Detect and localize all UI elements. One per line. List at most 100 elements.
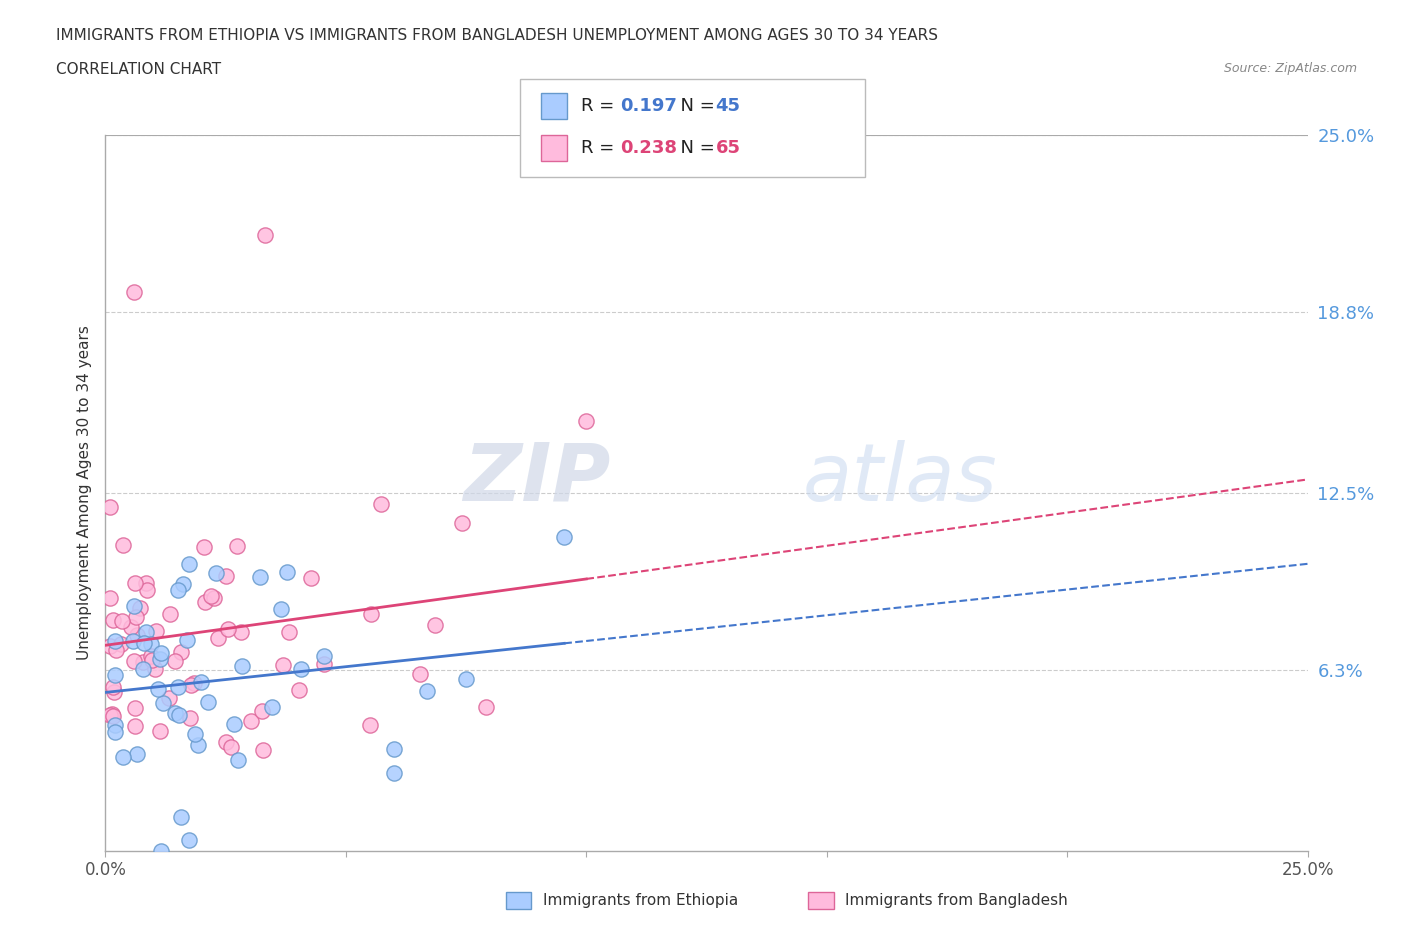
- Point: [101, 613, 124, 628]
- Point: [359, 718, 381, 733]
- Point: [111, 538, 134, 552]
- Text: 45: 45: [716, 97, 741, 115]
- Point: [159, 606, 181, 621]
- Point: [124, 701, 146, 716]
- Point: [299, 571, 322, 586]
- Point: [134, 635, 156, 650]
- Point: [152, 696, 174, 711]
- Point: [135, 576, 157, 591]
- Point: [139, 636, 162, 651]
- Point: [135, 624, 157, 639]
- Text: 65: 65: [716, 139, 741, 157]
- Point: [136, 583, 159, 598]
- Point: [197, 695, 219, 710]
- Text: 0.197: 0.197: [620, 97, 676, 115]
- Point: [229, 625, 252, 640]
- Point: [177, 832, 200, 847]
- Y-axis label: Unemployment Among Ages 30 to 34 years: Unemployment Among Ages 30 to 34 years: [76, 326, 91, 660]
- Point: [170, 644, 193, 659]
- Point: [226, 538, 249, 553]
- Point: [111, 750, 134, 764]
- Point: [124, 598, 146, 613]
- Point: [104, 717, 127, 732]
- Point: [270, 601, 292, 616]
- Point: [250, 704, 273, 719]
- Point: [98, 591, 121, 605]
- Point: [150, 645, 173, 660]
- Point: [224, 716, 246, 731]
- Text: CORRELATION CHART: CORRELATION CHART: [56, 62, 221, 77]
- Point: [105, 643, 128, 658]
- Point: [124, 719, 146, 734]
- Point: [98, 708, 121, 723]
- Text: R =: R =: [581, 139, 620, 157]
- Point: [416, 684, 439, 698]
- Point: [239, 713, 262, 728]
- Point: [101, 680, 124, 695]
- Point: [104, 668, 127, 683]
- Point: [145, 624, 167, 639]
- Point: [475, 700, 498, 715]
- Point: [290, 661, 312, 676]
- Point: [125, 610, 148, 625]
- Point: [124, 576, 146, 591]
- Point: [183, 726, 205, 741]
- Point: [101, 706, 124, 721]
- Point: [215, 569, 238, 584]
- Point: [172, 577, 194, 591]
- Point: [110, 636, 132, 651]
- Point: [409, 667, 432, 682]
- Point: [202, 591, 225, 605]
- Point: [314, 648, 336, 663]
- Point: [169, 708, 191, 723]
- Point: [128, 601, 150, 616]
- Text: Immigrants from Ethiopia: Immigrants from Ethiopia: [543, 893, 738, 908]
- Point: [215, 735, 238, 750]
- Point: [180, 678, 202, 693]
- Point: [231, 658, 253, 673]
- Point: [179, 711, 201, 725]
- Point: [360, 607, 382, 622]
- Text: N =: N =: [669, 97, 721, 115]
- Point: [132, 661, 155, 676]
- Point: [104, 724, 127, 739]
- Point: [187, 737, 209, 752]
- Text: 0.238: 0.238: [620, 139, 678, 157]
- Point: [370, 497, 392, 512]
- Point: [122, 654, 145, 669]
- Point: [271, 658, 294, 672]
- Point: [228, 752, 250, 767]
- Text: Source: ZipAtlas.com: Source: ZipAtlas.com: [1223, 62, 1357, 75]
- Point: [157, 690, 180, 705]
- Point: [125, 628, 148, 643]
- Point: [249, 569, 271, 584]
- Point: [194, 594, 217, 609]
- Point: [278, 625, 301, 640]
- Point: [170, 809, 193, 824]
- Point: [163, 705, 186, 720]
- Point: [103, 709, 125, 724]
- Point: [219, 739, 242, 754]
- Point: [104, 633, 127, 648]
- Point: [252, 743, 274, 758]
- Point: [190, 674, 212, 689]
- Point: [167, 582, 190, 597]
- Point: [146, 682, 169, 697]
- Point: [149, 724, 172, 738]
- Point: [150, 844, 173, 858]
- Point: [454, 672, 477, 687]
- Point: [253, 228, 276, 243]
- Point: [163, 654, 186, 669]
- Point: [139, 648, 162, 663]
- Point: [111, 614, 134, 629]
- Point: [553, 530, 575, 545]
- Point: [382, 765, 405, 780]
- Point: [176, 633, 198, 648]
- Point: [207, 631, 229, 645]
- Text: R =: R =: [581, 97, 620, 115]
- Point: [423, 618, 446, 632]
- Point: [122, 633, 145, 648]
- Point: [166, 679, 188, 694]
- Point: [149, 652, 172, 667]
- Point: [143, 662, 166, 677]
